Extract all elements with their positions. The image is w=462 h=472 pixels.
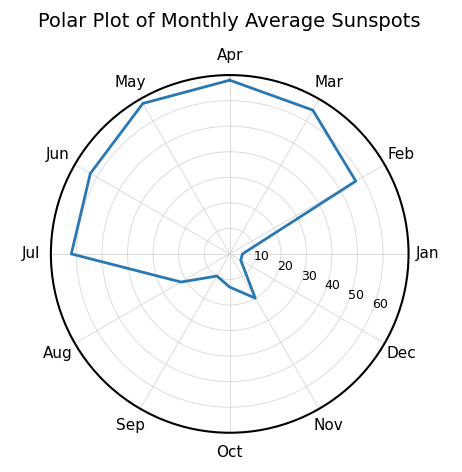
Title: Polar Plot of Monthly Average Sunspots: Polar Plot of Monthly Average Sunspots [38, 12, 421, 31]
